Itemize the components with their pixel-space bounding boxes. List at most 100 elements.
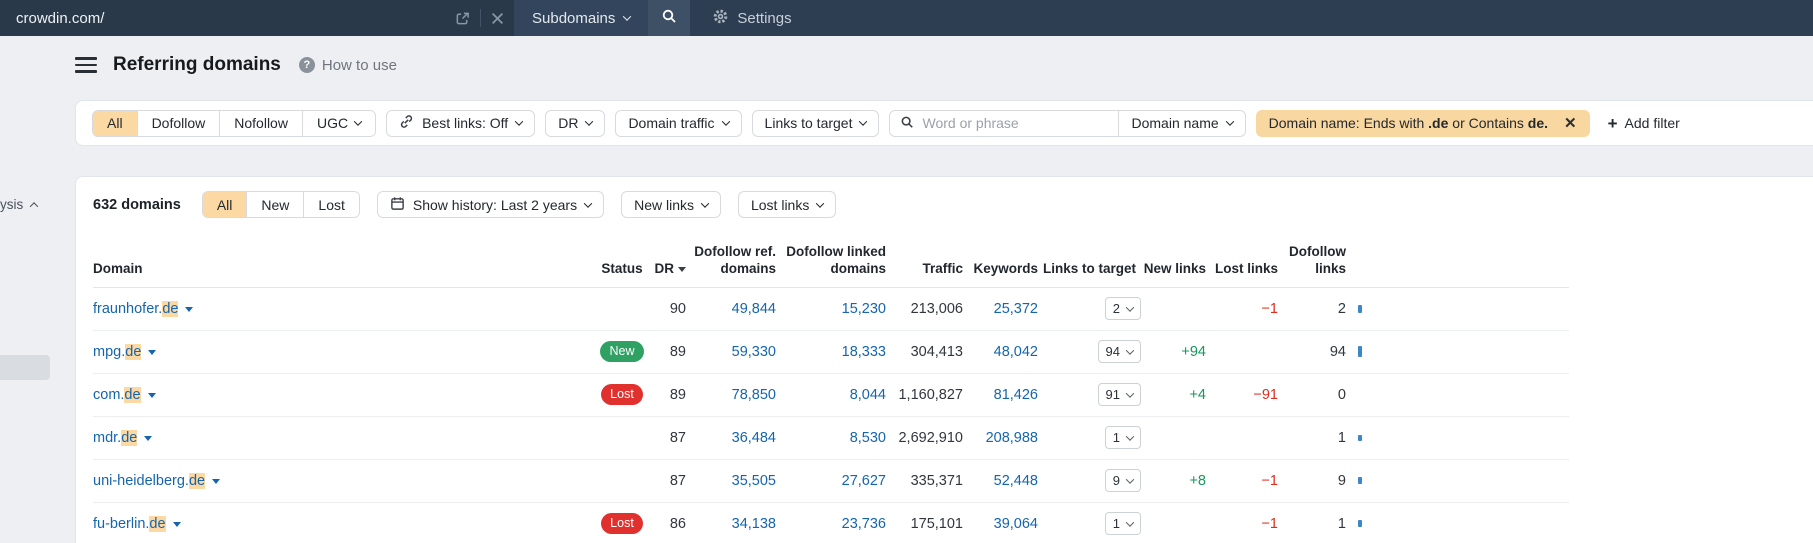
scope-dropdown[interactable]: Subdomains	[514, 0, 649, 36]
keywords-cell[interactable]: 208,988	[985, 429, 1038, 446]
how-to-use-link[interactable]: ? How to use	[298, 57, 397, 74]
domain-link[interactable]: fu-berlin.de	[93, 515, 166, 532]
sort-desc-icon	[678, 266, 686, 272]
col-links-to-target[interactable]: Links to target	[1042, 260, 1136, 276]
col-lost-links[interactable]: Lost links	[1214, 260, 1278, 276]
settings-label: Settings	[737, 9, 792, 27]
new-links-cell: +4	[1189, 386, 1206, 403]
dofollow-linked-cell[interactable]: 8,044	[849, 386, 886, 403]
domain-link[interactable]: uni-heidelberg.de	[93, 472, 206, 489]
links-to-target-dropdown[interactable]: Links to target	[751, 109, 880, 137]
dofollow-linked-cell[interactable]: 15,230	[841, 300, 886, 317]
open-external-icon[interactable]	[455, 11, 470, 26]
links-to-target-select[interactable]: 94	[1097, 340, 1141, 364]
status-cell: Lost	[593, 384, 651, 406]
add-filter-button[interactable]: + Add filter	[1608, 115, 1680, 132]
target-url-box[interactable]	[0, 0, 514, 36]
domain-link[interactable]: mpg.de	[93, 343, 142, 360]
links-to-target-select[interactable]: 1	[1104, 512, 1141, 536]
traffic-cell: 213,006	[910, 300, 963, 317]
plus-icon: +	[1607, 113, 1618, 133]
tab-all-links[interactable]: All	[93, 110, 137, 136]
divider	[480, 9, 481, 27]
dofollow-ref-cell[interactable]: 78,850	[731, 386, 776, 403]
keywords-cell[interactable]: 39,064	[993, 515, 1038, 532]
keywords-cell[interactable]: 25,372	[993, 300, 1038, 317]
word-search-field[interactable]	[890, 115, 1118, 132]
menu-icon[interactable]	[75, 57, 97, 73]
dofollow-links-bar	[1358, 434, 1362, 441]
domain-link[interactable]: com.de	[93, 386, 141, 403]
dofollow-ref-cell[interactable]: 36,484	[731, 429, 776, 446]
lost-links-dropdown[interactable]: Lost links	[737, 191, 837, 218]
col-traffic[interactable]: Traffic	[922, 260, 963, 276]
best-links-label: Best links: Off	[422, 115, 509, 131]
best-links-dropdown[interactable]: Best links: Off	[386, 109, 536, 137]
tab-status-new[interactable]: New	[246, 192, 304, 217]
remove-filter-icon[interactable]: ✕	[1564, 114, 1577, 132]
keywords-cell[interactable]: 81,426	[993, 386, 1038, 403]
chevron-down-icon	[859, 117, 868, 126]
dofollow-linked-cell[interactable]: 18,333	[841, 343, 886, 360]
new-links-dropdown[interactable]: New links	[621, 191, 721, 218]
links-to-target-select[interactable]: 91	[1097, 383, 1141, 407]
chevron-down-icon	[583, 198, 593, 208]
dofollow-ref-cell[interactable]: 34,138	[731, 515, 776, 532]
chevron-down-icon	[585, 117, 594, 126]
sidebar-collapsed-section[interactable]: ysis	[0, 197, 39, 212]
dofollow-linked-cell[interactable]: 27,627	[841, 472, 886, 489]
domain-name-dropdown[interactable]: Domain name	[1118, 110, 1244, 136]
domain-caret-icon[interactable]	[172, 522, 181, 528]
tab-ugc[interactable]: UGC	[301, 110, 376, 136]
keywords-cell[interactable]: 52,448	[993, 472, 1038, 489]
settings-button[interactable]: Settings	[712, 8, 792, 29]
dofollow-ref-cell[interactable]: 49,844	[731, 300, 776, 317]
status-badge: New	[600, 341, 644, 363]
chevron-down-icon	[514, 117, 524, 126]
target-url-input[interactable]	[16, 9, 455, 27]
domain-caret-icon[interactable]	[185, 307, 194, 313]
tab-dofollow[interactable]: Dofollow	[136, 110, 220, 136]
tab-status-all[interactable]: All	[202, 192, 247, 217]
domain-traffic-dropdown[interactable]: Domain traffic	[615, 109, 742, 137]
links-to-target-select[interactable]: 9	[1104, 469, 1141, 493]
dofollow-linked-cell[interactable]: 8,530	[849, 429, 886, 446]
table-header: Domain Status DR Dofollow ref. domains D…	[93, 244, 1569, 288]
clear-url-icon[interactable]	[491, 12, 504, 25]
search-button[interactable]	[648, 0, 691, 36]
links-to-target-select[interactable]: 1	[1104, 426, 1141, 450]
col-keywords[interactable]: Keywords	[973, 260, 1038, 276]
domain-caret-icon[interactable]	[144, 436, 153, 442]
word-search-input[interactable]	[922, 115, 1109, 131]
dofollow-linked-cell[interactable]: 23,736	[841, 515, 886, 532]
dofollow-ref-cell[interactable]: 35,505	[731, 472, 776, 489]
col-dofollow-links[interactable]: Dofollow links	[1289, 244, 1346, 276]
links-to-target-cell: 91	[1038, 383, 1141, 407]
sidebar-collapsed-handle[interactable]	[0, 355, 50, 380]
traffic-cell: 1,160,827	[898, 386, 963, 403]
dr-cell: 89	[669, 386, 686, 403]
col-dr[interactable]: DR	[651, 261, 686, 278]
dr-filter-dropdown[interactable]: DR	[545, 109, 606, 137]
col-dofollow-ref-domains[interactable]: Dofollow ref. domains	[694, 244, 776, 276]
filter-chip-text: Domain name: Ends with .de or Contains d…	[1268, 115, 1549, 131]
search-icon	[900, 115, 914, 132]
tab-status-lost[interactable]: Lost	[303, 192, 359, 217]
col-status[interactable]: Status	[601, 260, 643, 276]
domain-caret-icon[interactable]	[147, 393, 156, 399]
domain-link[interactable]: fraunhofer.de	[93, 300, 179, 317]
tab-nofollow[interactable]: Nofollow	[219, 110, 302, 136]
domain-caret-icon[interactable]	[212, 479, 221, 485]
chevron-down-icon	[1125, 303, 1135, 312]
keywords-cell[interactable]: 48,042	[993, 343, 1038, 360]
col-domain[interactable]: Domain	[93, 260, 143, 276]
links-to-target-select[interactable]: 2	[1104, 297, 1141, 321]
show-history-dropdown[interactable]: Show history: Last 2 years	[376, 191, 605, 218]
domain-link[interactable]: mdr.de	[93, 429, 138, 446]
table-row: fraunhofer.de 90 49,844 15,230 213,006 2…	[93, 288, 1569, 331]
col-new-links[interactable]: New links	[1143, 260, 1206, 276]
col-dofollow-linked-domains[interactable]: Dofollow linked domains	[786, 244, 886, 276]
domain-caret-icon[interactable]	[148, 350, 157, 356]
links-to-target-cell: 1	[1038, 512, 1141, 536]
dofollow-ref-cell[interactable]: 59,330	[731, 343, 776, 360]
